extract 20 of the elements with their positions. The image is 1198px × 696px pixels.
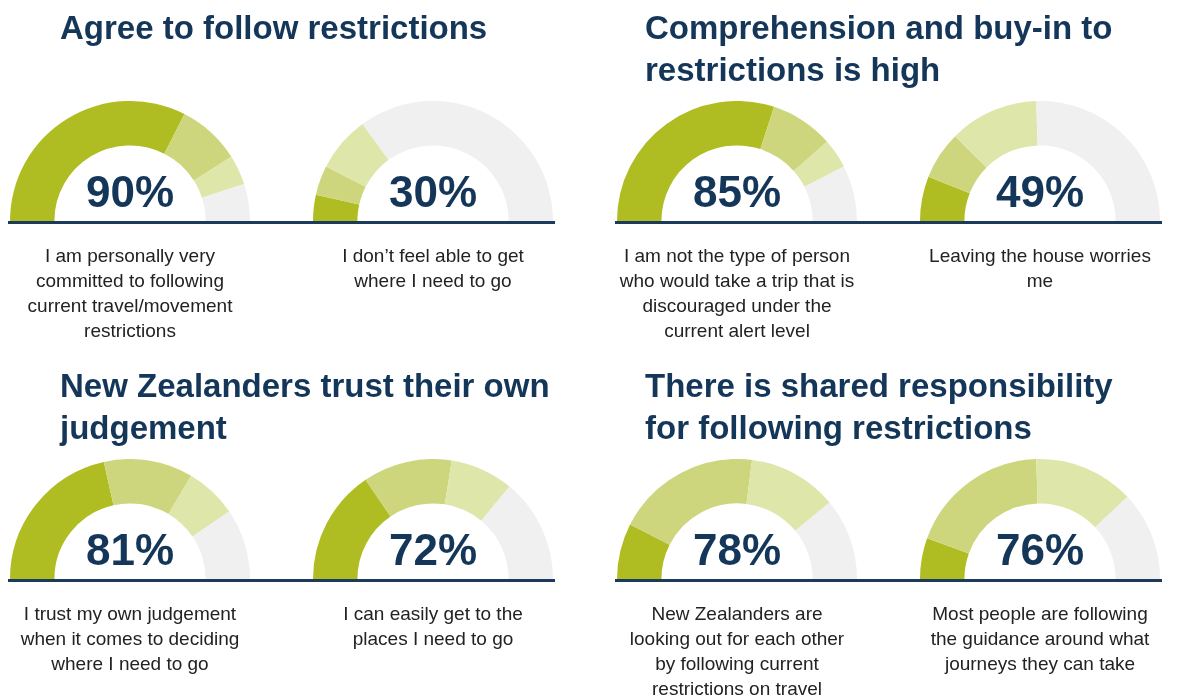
text: I can easily get to the places I need to go [342, 602, 524, 651]
text: I am personally very committed to following current travel/movement restrictions [26, 244, 234, 343]
text: New Zealanders are looking out for each other by following current restrictions on travel [628, 602, 846, 696]
chart-title: Comprehension and buy-in to restrictions is high [645, 8, 1114, 90]
text: 85% [692, 167, 782, 216]
text: Most people are following the guidance around what journeys they can take [929, 602, 1151, 676]
text: 72% [388, 525, 478, 574]
chart-title: Agree to follow restrictions [60, 8, 489, 48]
text: 49% [995, 167, 1085, 216]
chart-title: New Zealanders trust their own judgement [60, 366, 551, 448]
text: 30% [388, 167, 478, 216]
chart-title: There is shared responsibility for following restrictions [645, 366, 1114, 448]
text: I am not the type of person who would take a trip that is discouraged under the current alert level [619, 244, 855, 343]
text: I don’t feel able to get where I need to go [341, 244, 525, 293]
text: 78% [692, 525, 782, 574]
text: 76% [995, 525, 1085, 574]
text: 90% [85, 167, 175, 216]
text: I trust my own judgement when it comes to deciding where I need to go [19, 602, 241, 676]
text: 81% [85, 525, 175, 574]
text: Leaving the house worries me [928, 244, 1152, 293]
